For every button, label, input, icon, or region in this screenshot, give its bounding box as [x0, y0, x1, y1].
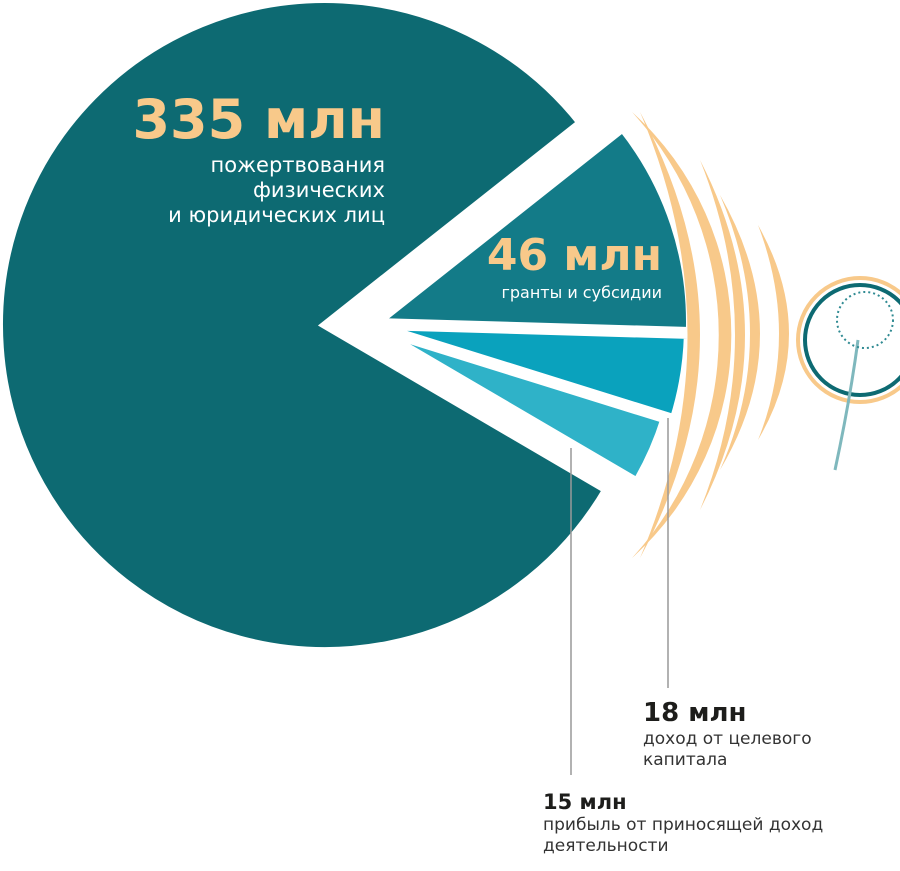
slice-label: 18 млн доход от целевого капитала [643, 698, 893, 770]
pie-slice [375, 326, 670, 488]
arc [720, 195, 760, 470]
pie-slice [0, 0, 607, 651]
slice-label: 46 млн гранты и субсидии [400, 230, 662, 302]
slice-label: 335 млн пожертвования физических и юридич… [100, 88, 385, 228]
logo-stem [833, 339, 860, 471]
category-label: прибыль от приносящей доход деятельности [543, 815, 824, 856]
slice-label: 15 млн прибыль от приносящей доход деятел… [543, 790, 898, 856]
category-label: доход от целевого капитала [643, 729, 812, 770]
arc [632, 112, 732, 558]
logo-ring [796, 276, 900, 404]
category-label: пожертвования физических и юридических л… [168, 152, 385, 228]
logo-seed [836, 291, 894, 349]
decor-arcs [632, 112, 789, 558]
value-label: 15 млн [543, 790, 627, 814]
logo [796, 276, 900, 471]
arc [640, 112, 700, 558]
arc [758, 225, 789, 440]
category-label: гранты и субсидии [501, 282, 662, 302]
pie [0, 0, 690, 651]
value-label: 46 млн [486, 230, 662, 281]
logo-circle [803, 283, 900, 397]
value-label: 335 млн [132, 88, 385, 151]
arc [700, 160, 745, 510]
value-label: 18 млн [643, 698, 747, 728]
